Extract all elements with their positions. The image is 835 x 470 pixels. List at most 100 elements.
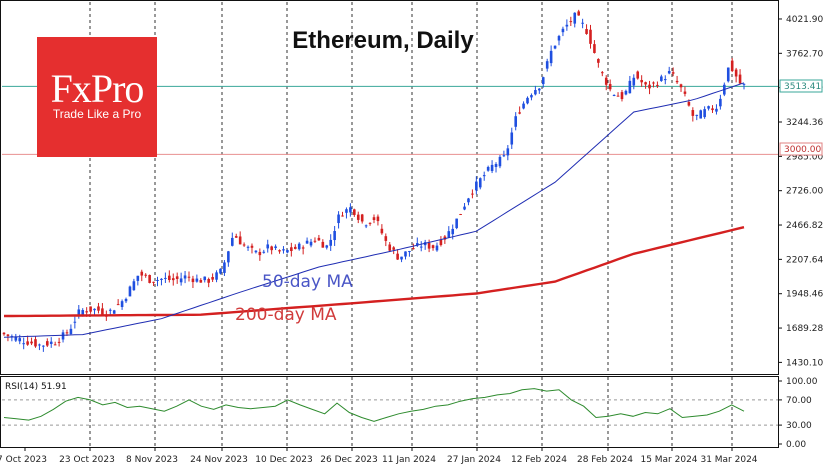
candle-body <box>427 243 431 249</box>
rsi-tick-label: 100.00 <box>786 377 818 387</box>
candle-body <box>270 246 273 251</box>
candle-body <box>742 83 746 85</box>
candle-body <box>486 166 490 171</box>
y-tick-label: 2207.64 <box>786 255 823 265</box>
candle-body <box>478 178 482 188</box>
candle-body <box>321 241 325 248</box>
y-tick-label: 2466.82 <box>786 221 823 231</box>
candle-body <box>730 60 734 72</box>
candle-body <box>526 97 529 104</box>
candle-body <box>652 82 655 84</box>
candle-body <box>61 332 65 340</box>
candle-body <box>356 214 360 220</box>
candle-body <box>494 164 498 167</box>
candle-body <box>116 304 120 306</box>
current-price-tag: 3513.41 <box>784 82 821 92</box>
logo-wordmark: FxPro <box>50 66 145 111</box>
candle-body <box>290 247 293 252</box>
candle-body <box>112 310 116 314</box>
candle-body <box>679 84 683 88</box>
candle-body <box>585 29 588 34</box>
candle-body <box>34 339 37 347</box>
candle-body <box>325 245 329 248</box>
candle-body <box>297 243 301 250</box>
ma50-line <box>3 82 745 338</box>
candle-body <box>498 156 502 167</box>
candle-body <box>305 240 309 244</box>
candle-body <box>538 88 541 91</box>
candle-body <box>120 301 124 307</box>
candle-body <box>364 225 368 227</box>
candle-body <box>345 209 348 213</box>
candle-body <box>349 207 352 213</box>
candle-body <box>663 79 667 81</box>
candle-body <box>140 271 144 276</box>
candle-body <box>203 276 207 281</box>
candle-body <box>431 245 435 249</box>
candle-body <box>14 336 18 341</box>
candle-body <box>660 76 663 81</box>
candle-body <box>230 237 234 246</box>
rsi-panel-frame <box>0 376 779 448</box>
candle-body <box>734 69 738 77</box>
candle-body <box>648 84 651 89</box>
candle-body <box>604 77 608 85</box>
candle-body <box>561 28 565 33</box>
candle-body <box>707 106 710 109</box>
candle-body <box>171 278 175 281</box>
candle-body <box>597 59 600 63</box>
candle-body <box>227 251 230 263</box>
candle-body <box>636 71 640 79</box>
candle-body <box>380 228 384 234</box>
candle-body <box>124 298 128 302</box>
candle-body <box>195 278 199 282</box>
candle-body <box>691 110 695 116</box>
candle-body <box>18 338 22 342</box>
candle-body <box>187 276 191 278</box>
candle-body <box>168 275 171 281</box>
x-tick-label: 7 Oct 2023 <box>0 455 47 465</box>
candle-body <box>675 80 679 83</box>
candle-body <box>219 268 222 274</box>
candle-body <box>250 245 254 248</box>
candle-body <box>510 132 514 145</box>
candle-body <box>703 109 706 118</box>
rsi-tick-label: 0.00 <box>786 440 806 450</box>
candle-body <box>699 110 703 119</box>
candle-body <box>656 84 659 86</box>
candle-body <box>482 175 486 177</box>
candlestick-series <box>2 9 746 352</box>
candle-body <box>22 343 25 345</box>
y-tick-label: 1430.10 <box>786 358 823 368</box>
rsi-panel: 100.00 70.00 30.00 0.00 <box>2 377 818 450</box>
candle-body <box>128 286 132 297</box>
x-tick-label: 11 Jan 2024 <box>382 455 436 465</box>
candle-body <box>164 277 167 279</box>
x-tick-label: 26 Dec 2023 <box>320 455 378 465</box>
x-tick-label: 28 Feb 2024 <box>577 455 633 465</box>
candle-body <box>490 164 494 172</box>
candle-body <box>108 309 112 311</box>
y-tick-label: 2726.00 <box>786 187 823 197</box>
candle-body <box>447 231 451 238</box>
candle-body <box>30 341 33 344</box>
candle-body <box>262 251 266 253</box>
candle-body <box>6 334 10 336</box>
candle-body <box>502 155 506 157</box>
candle-body <box>53 344 57 346</box>
candle-body <box>415 243 419 246</box>
candle-body <box>81 310 85 315</box>
candle-body <box>392 247 395 250</box>
candle-body <box>152 281 155 283</box>
candle-body <box>518 112 521 114</box>
candle-body <box>612 94 616 96</box>
candle-body <box>632 77 636 86</box>
candle-body <box>459 214 462 216</box>
candle-body <box>616 95 620 97</box>
rsi-tick-label: 30.00 <box>786 421 812 431</box>
candle-body <box>223 262 226 273</box>
candle-body <box>506 148 510 156</box>
candle-body <box>667 70 671 74</box>
candle-body <box>49 341 53 344</box>
